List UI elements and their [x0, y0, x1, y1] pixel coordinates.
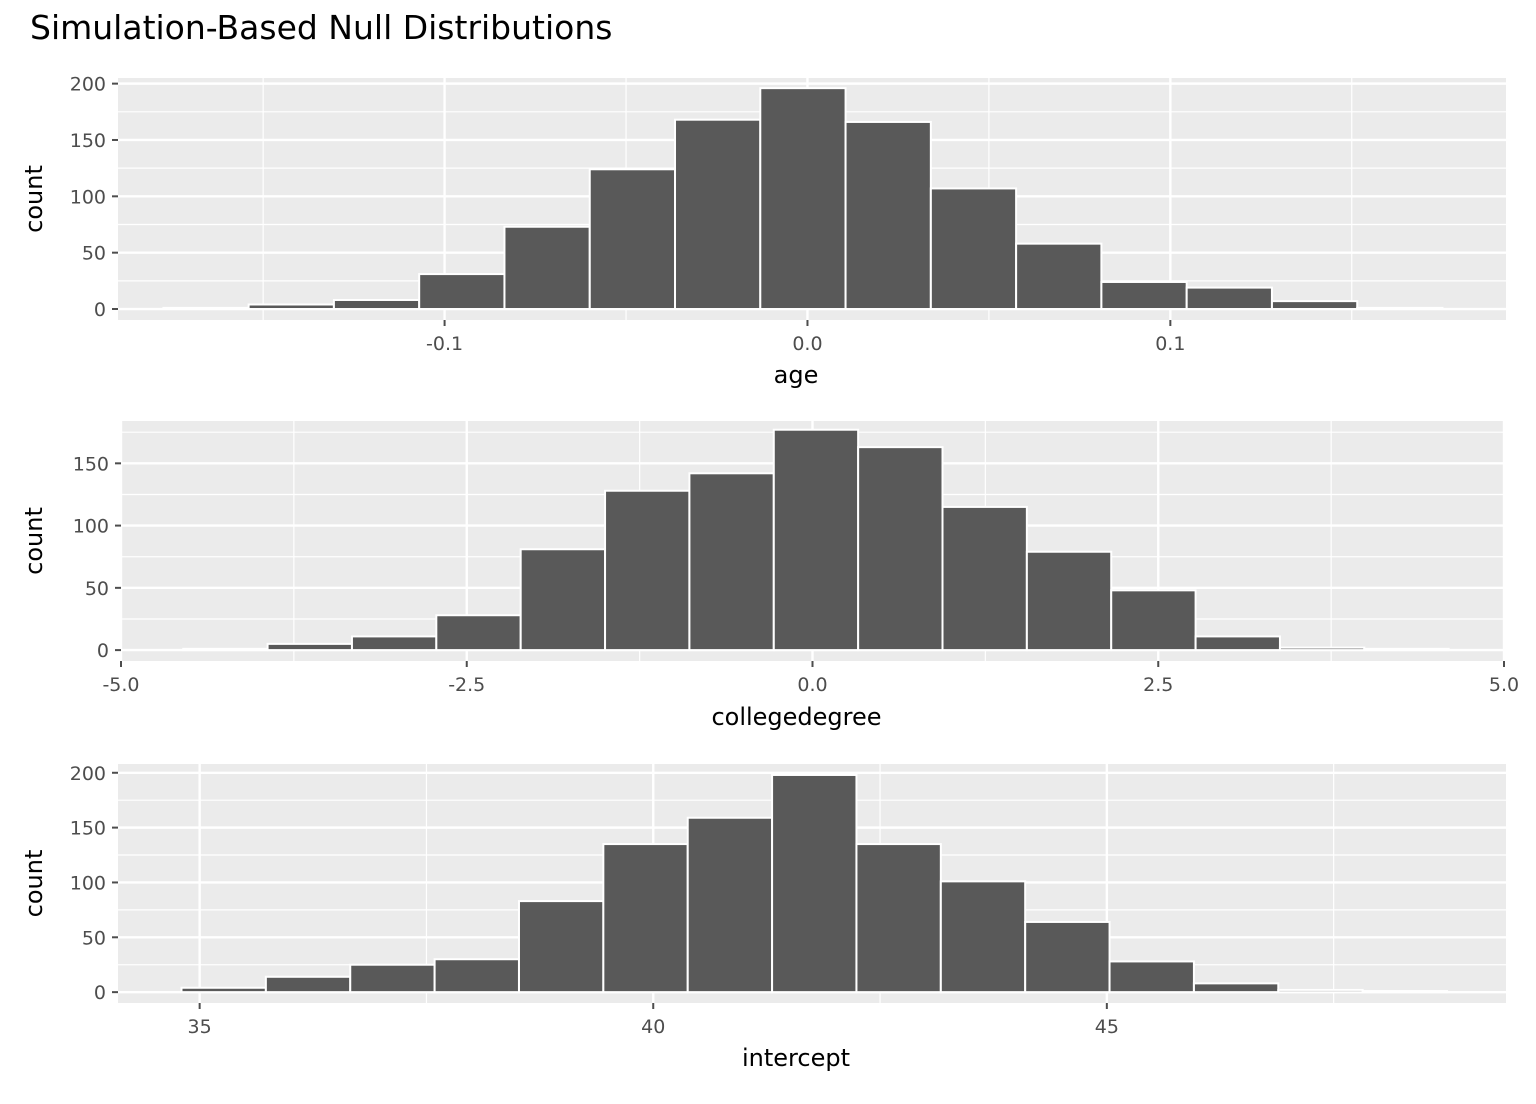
- histogram-bar: [1361, 990, 1449, 994]
- x-tick-label: 35: [188, 1016, 212, 1038]
- histogram-bar: [855, 843, 942, 994]
- y-tick-label: 0: [94, 299, 106, 321]
- x-tick-label: 45: [1095, 1016, 1119, 1038]
- histogram-bar: [517, 900, 605, 994]
- x-tick-label: 2.5: [1143, 674, 1173, 696]
- histogram-bar: [1100, 280, 1188, 311]
- histogram-bar: [1110, 589, 1197, 652]
- histogram-panel-age: 0 50 100 150 200 -0.1 0.0 0.1 age count: [20, 74, 1506, 389]
- y-tick-label: 0: [94, 982, 106, 1004]
- histogram-bar: [1270, 300, 1359, 311]
- x-tick-label: -2.5: [448, 674, 485, 696]
- histogram-bar: [844, 120, 932, 311]
- x-tick-label: 0.0: [797, 674, 827, 696]
- y-axis-title: count: [20, 850, 48, 918]
- y-axis-title: count: [20, 507, 48, 575]
- x-tick-label: -5.0: [102, 674, 139, 696]
- histogram-bar: [941, 505, 1028, 652]
- histogram-bar: [503, 225, 591, 311]
- histogram-panel-intercept: 0 50 100 150 200 35 40 45 intercept count: [20, 763, 1506, 1072]
- x-tick-label: 5.0: [1489, 674, 1519, 696]
- histogram-panel-collegedegree: 0 50 100 150 -5.0 -2.5 0.0 2.5 5.0 collegedegree c…: [20, 421, 1519, 731]
- x-axis-title: intercept: [742, 1044, 850, 1072]
- histogram-bar: [350, 635, 438, 652]
- histogram-bar: [519, 548, 607, 652]
- x-axis-title: collegedegree: [711, 703, 881, 731]
- histogram-bar: [418, 273, 506, 311]
- histogram-bar: [686, 816, 774, 994]
- histogram-bar: [771, 773, 858, 994]
- histogram-bar: [1025, 550, 1113, 652]
- histogram-bar: [180, 986, 267, 994]
- histogram-bar: [435, 614, 522, 652]
- histogram-bar: [602, 843, 689, 994]
- histogram-bar: [674, 118, 762, 311]
- histogram-bar: [266, 642, 353, 652]
- histogram-bar: [1356, 306, 1444, 311]
- histogram-bar: [264, 975, 352, 994]
- y-tick-label: 100: [73, 516, 109, 538]
- y-axis-title: count: [20, 165, 48, 233]
- y-tick-label: 0: [97, 640, 109, 662]
- x-tick-label: 0.1: [1155, 333, 1185, 355]
- y-tick-label: 150: [73, 453, 109, 475]
- histogram-bar: [1185, 286, 1273, 311]
- histogram-bar: [588, 168, 677, 311]
- chart-title: Simulation-Based Null Distributions: [30, 8, 613, 47]
- histogram-bar: [1363, 647, 1450, 652]
- histogram-bar: [1194, 635, 1281, 652]
- x-tick-label: 40: [641, 1016, 665, 1038]
- y-tick-label: 150: [70, 818, 106, 840]
- histogram-bar: [688, 472, 775, 652]
- y-tick-label: 100: [70, 872, 106, 894]
- x-tick-label: 0.0: [792, 333, 822, 355]
- histogram-bar: [162, 306, 250, 311]
- histogram-bar: [332, 298, 421, 311]
- histogram-bar: [929, 187, 1018, 311]
- y-tick-label: 200: [70, 74, 106, 96]
- histogram-bar: [182, 647, 269, 652]
- x-axis-title: age: [774, 361, 819, 389]
- y-tick-label: 50: [82, 243, 106, 265]
- x-tick-label: -0.1: [426, 333, 463, 355]
- histogram-bar: [1024, 920, 1111, 994]
- y-tick-label: 50: [82, 927, 106, 949]
- histogram-bar: [1278, 646, 1366, 652]
- histogram-bar: [1108, 960, 1195, 994]
- histogram-bar: [772, 428, 860, 652]
- y-tick-label: 50: [85, 578, 109, 600]
- y-tick-label: 100: [70, 186, 106, 208]
- histogram-bar: [247, 303, 335, 311]
- histogram-bar: [349, 963, 436, 994]
- histogram-bar: [433, 958, 520, 994]
- y-tick-label: 150: [70, 130, 106, 152]
- histogram-bar: [1015, 242, 1103, 311]
- y-tick-label: 200: [70, 763, 106, 785]
- histogram-bar: [939, 880, 1027, 994]
- histogram-bar: [857, 446, 944, 652]
- histogram-bar: [604, 489, 691, 652]
- histogram-bar: [1277, 988, 1364, 994]
- histogram-bar: [1192, 982, 1280, 994]
- histogram-bar: [759, 87, 847, 311]
